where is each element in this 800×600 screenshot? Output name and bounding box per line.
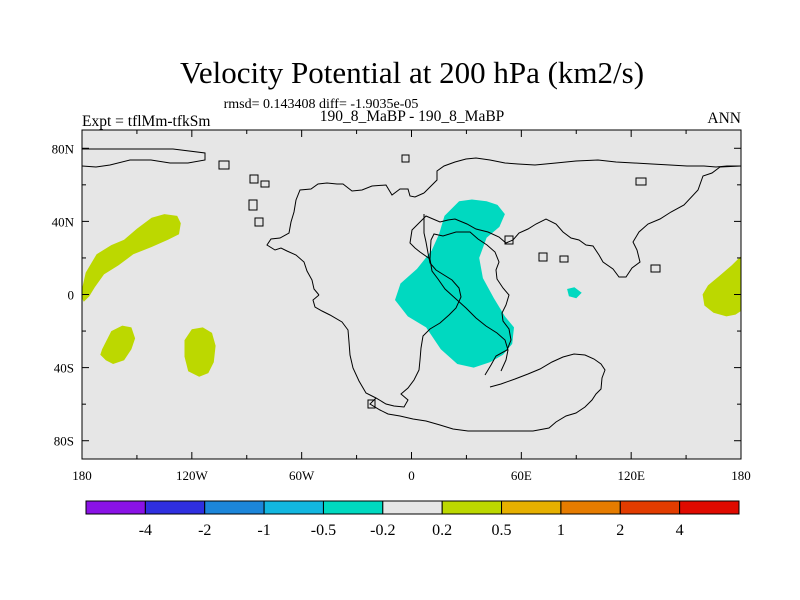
island-5: [254, 217, 264, 227]
y-tick-label: 40S: [54, 361, 74, 376]
colorbar-label: -4: [139, 522, 152, 539]
island-6: [401, 154, 410, 163]
colorbar-label: -0.2: [370, 522, 395, 539]
colorbar-box: [263, 500, 324, 515]
coastline-south-america: [312, 214, 462, 408]
region-anomaly-south-pacific-west: [100, 325, 136, 364]
island-1: [218, 160, 230, 170]
y-tick-label: 80N: [52, 141, 75, 156]
coastline-antarctica: [369, 353, 606, 432]
island-7: [367, 399, 376, 409]
island-4: [248, 199, 258, 211]
island-9: [538, 252, 548, 262]
colorbar-box: [204, 500, 265, 515]
colorbar-label: 4: [676, 522, 684, 539]
island-8: [504, 235, 514, 245]
x-tick-label: 120W: [176, 468, 209, 483]
colorbar-label: 0.2: [432, 522, 452, 539]
region-anomaly-south-pacific-east: [184, 327, 216, 377]
island-10: [559, 255, 569, 263]
coastline-europe-west: [266, 182, 425, 296]
x-tick-label: 0: [408, 468, 415, 483]
colorbar-box: [441, 500, 503, 515]
expt-label: Expt = tflMm-tfkSm: [82, 113, 210, 130]
colorbar-label: -1: [257, 522, 270, 539]
coastlines: [82, 148, 741, 432]
coastline-africa: [429, 258, 509, 372]
colorbar-box: [322, 500, 384, 515]
season-label: ANN: [707, 110, 741, 127]
chart-title: Velocity Potential at 200 hPa (km2/s): [180, 55, 644, 90]
region-anomaly-north-pacific: [82, 214, 181, 302]
coastline-north-america-east: [82, 148, 206, 168]
island-3: [260, 180, 270, 188]
region-anomaly-indian-ocean-spot: [567, 287, 582, 299]
coastline-arctic-asia: [423, 157, 741, 194]
colorbar-label: 2: [616, 522, 624, 539]
colorbar-label: 0.5: [492, 522, 512, 539]
x-tick-label: 120E: [617, 468, 645, 483]
island-11: [635, 177, 647, 186]
x-tick-label: 60E: [511, 468, 532, 483]
island-2: [249, 174, 259, 184]
coastline-eurasia: [409, 165, 741, 376]
x-axis: 180 120W 60W 0 60E 120E 180: [72, 130, 751, 483]
stats-line: rmsd= 0.143408 diff= -1.9035e-05: [224, 97, 419, 112]
x-tick-label: 180: [731, 468, 751, 483]
colorbar-box: [144, 500, 206, 515]
colorbar-box: [501, 500, 562, 515]
x-tick-label: 180: [72, 468, 92, 483]
x-tick-label: 60W: [289, 468, 315, 483]
island-12: [650, 264, 661, 273]
colorbar-label: -0.5: [311, 522, 336, 539]
colorbar-box: [382, 500, 443, 515]
colorbar-box: [85, 500, 146, 515]
colorbar-label: -2: [198, 522, 211, 539]
colorbar-box: [679, 500, 740, 515]
y-tick-label: 0: [68, 288, 75, 303]
colorbar-box: [560, 500, 621, 515]
case-label: 190_8_MaBP - 190_8_MaBP: [320, 108, 505, 125]
y-axis: 80N 40N 0 40S 80S: [52, 141, 741, 449]
y-tick-label: 80S: [54, 434, 74, 449]
colorbar-box: [619, 500, 681, 515]
colorbar-label: 1: [557, 522, 565, 539]
y-tick-label: 40N: [52, 214, 75, 229]
region-anomaly-east-edge: [702, 256, 741, 317]
colorbar: -4 -2 -1 -0.5 -0.2 0.2 0.5 1 2 4: [85, 500, 740, 539]
